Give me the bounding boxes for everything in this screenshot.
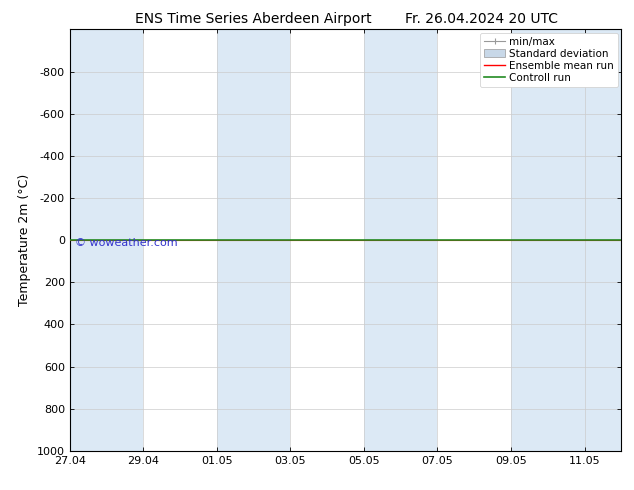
Text: ENS Time Series Aberdeen Airport: ENS Time Series Aberdeen Airport	[135, 12, 372, 26]
Bar	[70, 29, 143, 451]
Text: Fr. 26.04.2024 20 UTC: Fr. 26.04.2024 20 UTC	[405, 12, 559, 26]
Bar	[364, 29, 437, 451]
Y-axis label: Temperature 2m (°C): Temperature 2m (°C)	[18, 174, 31, 306]
Legend: min/max, Standard deviation, Ensemble mean run, Controll run: min/max, Standard deviation, Ensemble me…	[480, 32, 618, 87]
Bar	[217, 29, 290, 451]
Bar	[511, 29, 621, 451]
Text: © woweather.com: © woweather.com	[75, 238, 178, 248]
